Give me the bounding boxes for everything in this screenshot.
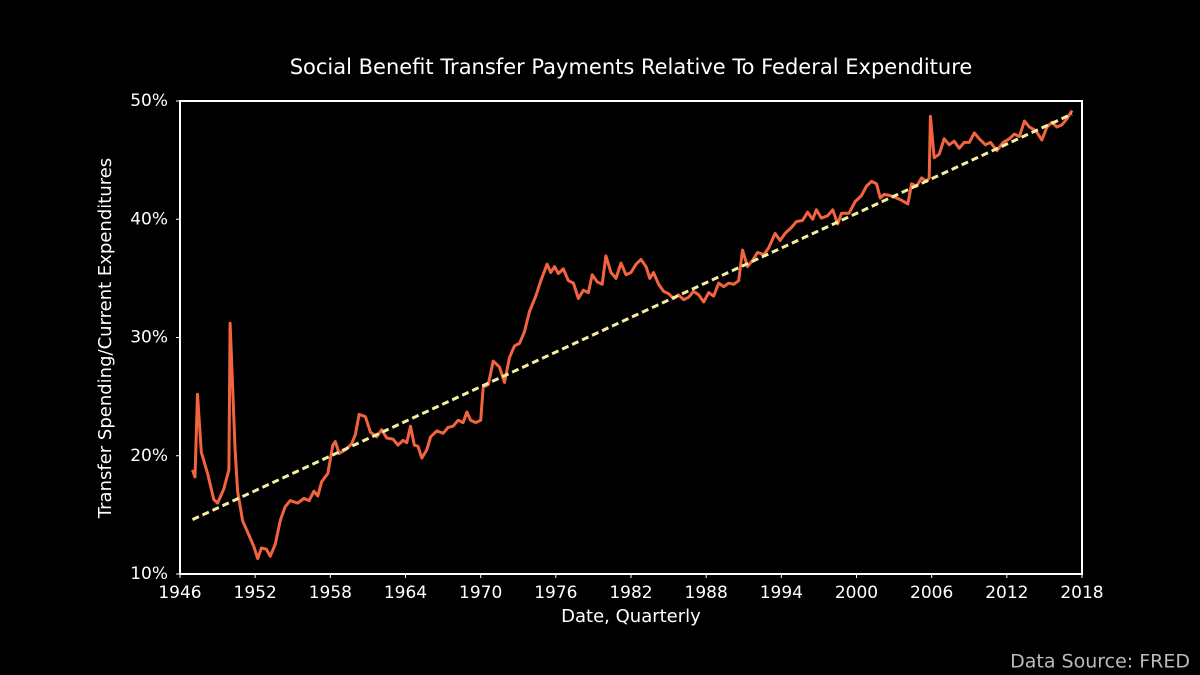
y-tick-label: 30% [130,328,168,348]
x-tick-label: 1988 [685,583,728,603]
x-tick-label: 1994 [760,583,803,603]
x-tick-label: 2018 [1060,583,1103,603]
x-tick-label: 1946 [158,583,201,603]
chart-title: Social Benefit Transfer Payments Relativ… [290,55,973,79]
x-tick-label: 1952 [234,583,277,603]
y-tick-label: 10% [130,564,168,584]
x-axis-label: Date, Quarterly [561,606,701,627]
y-tick-label: 20% [130,446,168,466]
source-note: Data Source: FRED [1010,651,1190,673]
y-tick-label: 40% [130,209,168,229]
x-tick-label: 2006 [910,583,953,603]
y-axis-label: Transfer Spending/Current Expenditures [95,158,116,519]
x-tick-label: 1970 [459,583,502,603]
data-line [191,109,1074,561]
x-tick-label: 2012 [985,583,1028,603]
trend-line [191,112,1073,521]
x-tick-label: 1982 [609,583,652,603]
x-tick-label: 1958 [309,583,352,603]
x-tick-label: 2000 [835,583,878,603]
x-tick-label: 1976 [534,583,577,603]
y-tick-label: 50% [130,91,168,111]
x-tick-label: 1964 [384,583,427,603]
